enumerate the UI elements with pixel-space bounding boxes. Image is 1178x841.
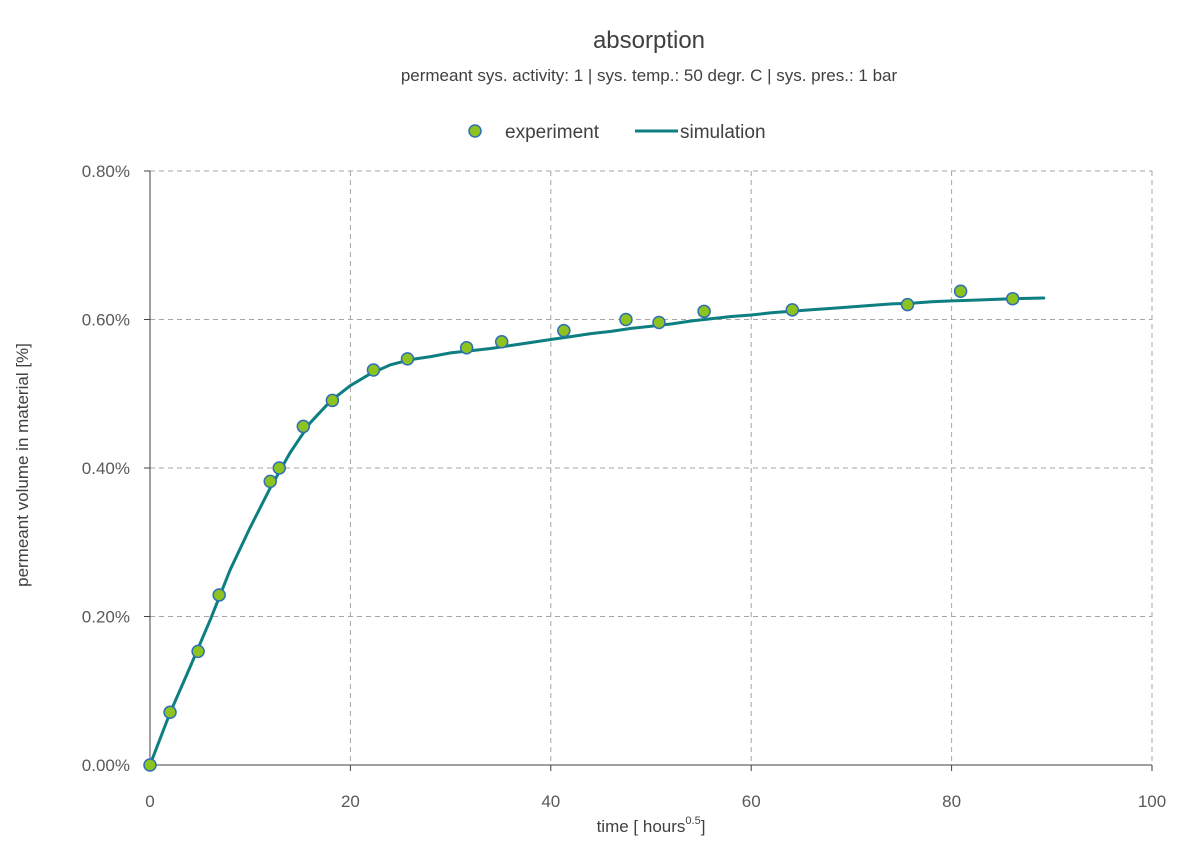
y-tick-label: 0.80%: [82, 162, 130, 181]
x-axis-label: time [ hours0.5]: [597, 815, 706, 836]
experiment-point: [953, 284, 968, 299]
x-tick-label: 80: [942, 792, 961, 811]
experiment-point: [212, 588, 226, 602]
experiment-point: [272, 461, 287, 475]
experiment-point: [652, 315, 666, 330]
gridlines: [150, 170, 1153, 765]
legend-simulation-label: simulation: [680, 122, 766, 143]
x-axis-label-exponent: 0.5: [685, 815, 700, 827]
x-axis-label-main: time [ hours: [597, 817, 686, 836]
experiment-point: [366, 363, 381, 377]
y-tick-label: 0.20%: [82, 608, 130, 627]
x-tick-label: 100: [1138, 792, 1166, 811]
chart-title: absorption: [593, 27, 705, 54]
x-axis-label-suffix: ]: [701, 817, 706, 836]
experiment-point: [263, 474, 277, 489]
experiment-point: [400, 352, 415, 366]
y-axis-label: permeant volume in material [%]: [13, 343, 32, 587]
x-tick-label: 40: [541, 792, 560, 811]
y-tick-label: 0.00%: [82, 756, 130, 775]
experiment-point: [163, 705, 177, 720]
experiment-point: [296, 419, 311, 434]
experiment-point: [143, 758, 157, 772]
experiment-point: [900, 297, 915, 312]
experiment-point: [697, 304, 711, 319]
legend-experiment-marker: [468, 124, 482, 138]
experiment-point: [785, 303, 800, 317]
x-tick-label: 60: [742, 792, 761, 811]
plot-area: [143, 284, 1046, 772]
chart-subtitle: permeant sys. activity: 1 | sys. temp.: …: [401, 66, 898, 85]
x-tick-label: 0: [145, 792, 154, 811]
legend-experiment-label: experiment: [505, 122, 600, 143]
axes: [144, 170, 1153, 771]
simulation-line: [148, 296, 1046, 767]
legend: experiment simulation: [468, 122, 766, 143]
y-tick-label: 0.40%: [82, 459, 130, 478]
experiment-point: [459, 340, 474, 355]
x-tick-label: 20: [341, 792, 360, 811]
experiment-point: [619, 312, 633, 327]
experiment-point: [557, 323, 571, 338]
y-tick-label: 0.60%: [82, 311, 130, 330]
tick-labels: 0.00% 0.20% 0.40% 0.60% 0.80% 0 20 40 60 80 100: [82, 162, 1166, 811]
experiment-point: [325, 393, 340, 408]
experiment-point: [494, 335, 509, 349]
experiment-point: [191, 644, 205, 659]
experiment-point: [1005, 291, 1020, 306]
